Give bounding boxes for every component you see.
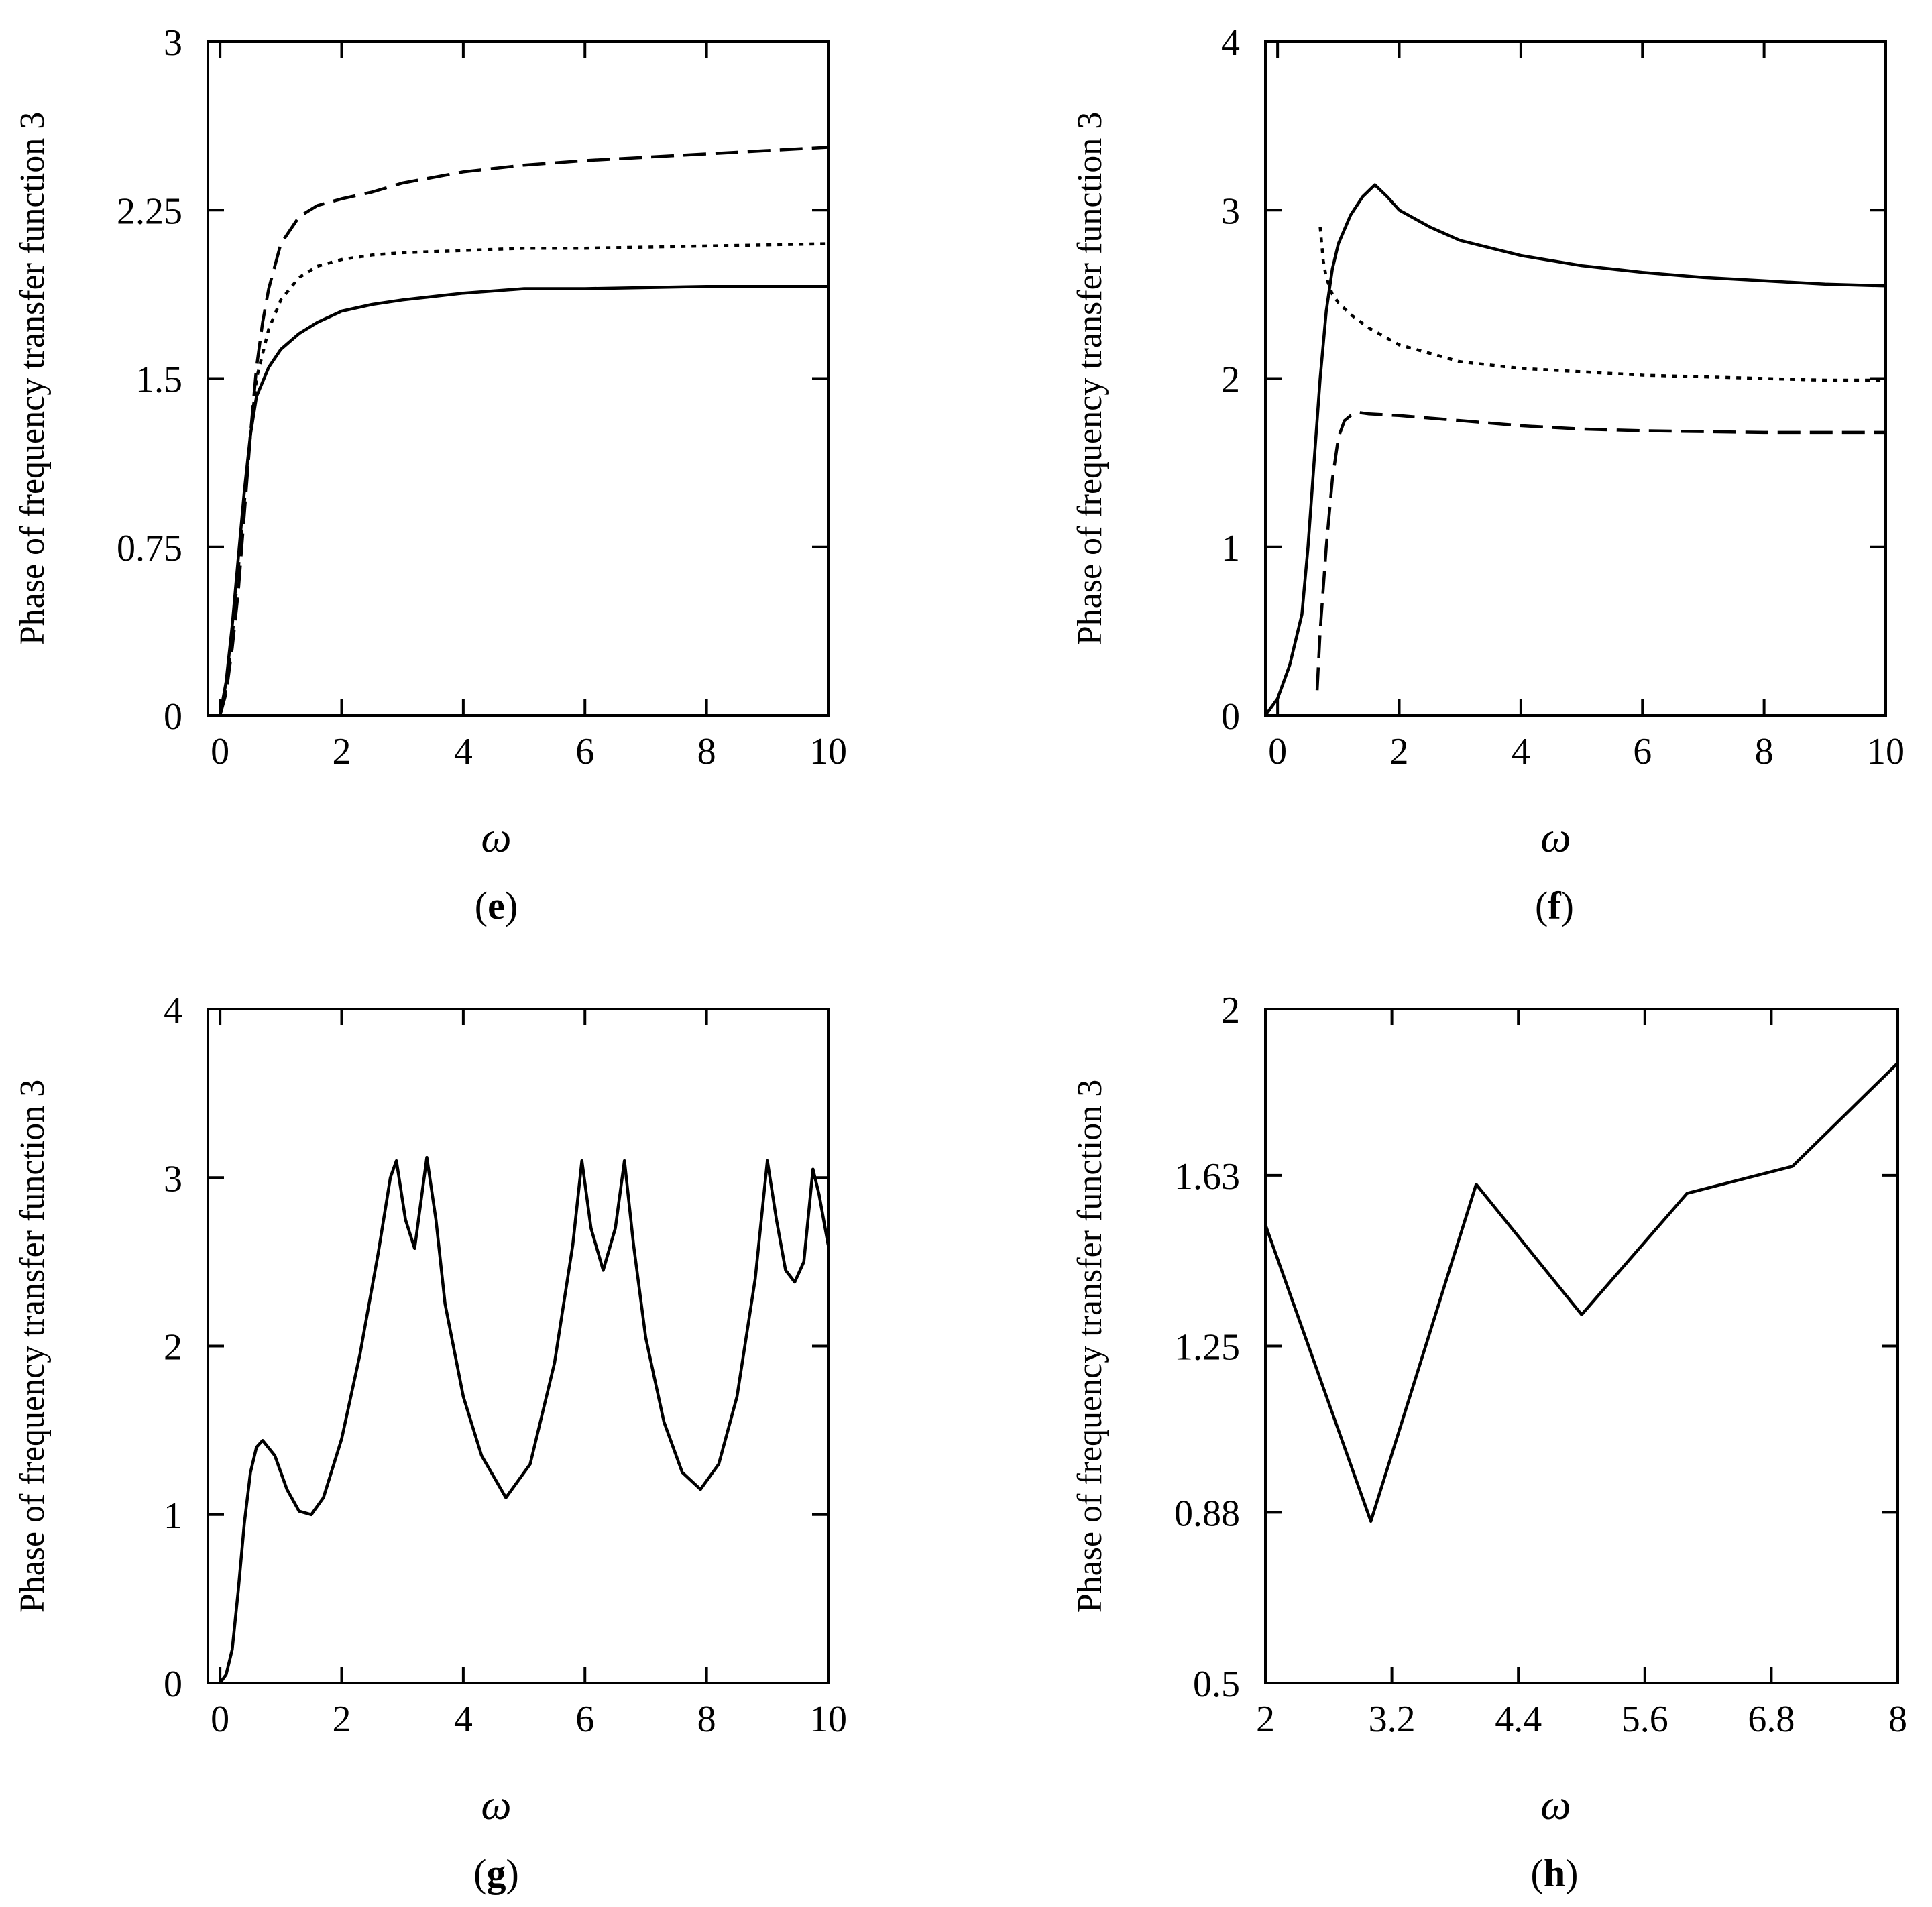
x-tick-label: 3.2 xyxy=(1369,1698,1416,1740)
y-tick-label: 1.63 xyxy=(1174,1156,1240,1198)
series-line-solid xyxy=(1263,1061,1899,1523)
y-tick-label: 1.25 xyxy=(1174,1327,1240,1369)
y-tick-label: 2 xyxy=(1221,359,1240,401)
y-tick-label: 0 xyxy=(164,1664,182,1705)
series-line-solid xyxy=(1264,183,1886,717)
panel-label: (h) xyxy=(1531,1851,1579,1895)
x-tick-label: 0 xyxy=(211,1698,229,1740)
x-tick-label: 10 xyxy=(809,731,847,772)
panel-label: (f) xyxy=(1535,884,1574,927)
x-tick-label: 4 xyxy=(1512,731,1530,772)
x-tick-label: 6 xyxy=(575,1698,594,1740)
x-tick-label: 4 xyxy=(454,731,473,772)
series-line-dashed xyxy=(1315,410,1886,691)
y-axis-label: Phase of frequency transfer function 3 xyxy=(1071,1080,1109,1613)
y-tick-label: 1.5 xyxy=(135,359,182,401)
x-tick-label: 10 xyxy=(1867,731,1905,772)
series-line-solid xyxy=(219,1155,830,1684)
x-axis-label: ω xyxy=(481,813,511,861)
x-tick-label: 6.8 xyxy=(1748,1698,1795,1740)
x-tick-label: 5.6 xyxy=(1622,1698,1668,1740)
panel-label: (e) xyxy=(475,884,518,927)
y-tick-label: 0 xyxy=(1221,696,1240,738)
y-tick-label: 3 xyxy=(164,1158,182,1200)
x-tick-label: 0 xyxy=(1268,731,1287,772)
series-line-dashed xyxy=(218,146,829,716)
x-tick-label: 4 xyxy=(454,1698,473,1740)
ticks-group: 0 1 2 3 4 0 2 4 6 8 10 xyxy=(1221,22,1905,772)
y-tick-label: 4 xyxy=(1221,22,1240,64)
panel-f: 0 1 2 3 4 0 2 4 6 8 10 Phase of frequency transfer… xyxy=(1071,22,1905,927)
x-tick-label: 10 xyxy=(809,1698,847,1740)
y-tick-label: 2 xyxy=(1221,990,1240,1031)
panel-letter: e xyxy=(488,884,505,927)
series-group xyxy=(1264,183,1886,717)
series-line-solid xyxy=(218,284,828,716)
x-tick-label: 6 xyxy=(575,731,594,772)
series-line-dotted xyxy=(1318,227,1886,382)
y-tick-label: 0 xyxy=(164,696,182,738)
y-tick-label: 1 xyxy=(1221,528,1240,569)
y-axis-label: Phase of frequency transfer function 3 xyxy=(13,1080,52,1613)
ticks-group: 0.5 0.88 1.25 1.63 2 2 3.2 4.4 5.6 6.8 8 xyxy=(1174,990,1907,1740)
plot-frame xyxy=(1264,1008,1899,1684)
plot-frame xyxy=(207,1008,830,1684)
y-tick-label: 0.75 xyxy=(117,528,182,569)
plot-frame xyxy=(207,40,830,717)
y-tick-label: 0.88 xyxy=(1174,1493,1240,1534)
ticks-group: 0 1 2 3 4 0 2 4 6 8 10 xyxy=(164,990,847,1740)
y-tick-label: 3 xyxy=(1221,190,1240,232)
x-axis-label: ω xyxy=(481,1781,511,1829)
x-axis-label: ω xyxy=(1540,1781,1571,1829)
x-tick-label: 2 xyxy=(333,731,351,772)
y-tick-label: 4 xyxy=(164,990,182,1031)
panel-letter: f xyxy=(1548,884,1561,927)
series-group xyxy=(219,1155,830,1684)
panel-letter: h xyxy=(1544,1851,1565,1895)
y-axis-label: Phase of frequency transfer function 3 xyxy=(13,112,52,646)
series-line-dotted xyxy=(218,242,829,716)
panel-g: 0 1 2 3 4 0 2 4 6 8 10 Phase of frequency transfer… xyxy=(13,990,847,1895)
x-tick-label: 0 xyxy=(211,731,229,772)
x-tick-label: 8 xyxy=(697,1698,716,1740)
y-tick-label: 3 xyxy=(164,22,182,64)
series-group xyxy=(1263,1061,1899,1523)
x-axis-label: ω xyxy=(1540,813,1571,861)
series-group xyxy=(218,146,829,716)
y-tick-label: 2.25 xyxy=(117,190,182,232)
x-tick-label: 8 xyxy=(1888,1698,1907,1740)
panel-label: (g) xyxy=(473,1851,519,1895)
x-tick-label: 2 xyxy=(1256,1698,1275,1740)
x-tick-label: 6 xyxy=(1633,731,1652,772)
y-tick-label: 1 xyxy=(164,1495,182,1537)
x-tick-label: 8 xyxy=(1755,731,1774,772)
ticks-group: 0 0.75 1.5 2.25 3 0 2 4 6 8 10 xyxy=(117,22,847,772)
y-tick-label: 0.5 xyxy=(1193,1664,1240,1705)
panel-h: 0.5 0.88 1.25 1.63 2 2 3.2 4.4 5.6 6.8 8 Phase of … xyxy=(1071,990,1907,1895)
x-tick-label: 2 xyxy=(1390,731,1409,772)
x-tick-label: 8 xyxy=(697,731,716,772)
y-tick-label: 2 xyxy=(164,1327,182,1369)
x-tick-label: 2 xyxy=(333,1698,351,1740)
panel-letter: g xyxy=(487,1851,506,1895)
panel-e: 0 0.75 1.5 2.25 3 0 2 4 6 8 10 Phase of frequency … xyxy=(13,22,847,927)
x-tick-label: 4.4 xyxy=(1495,1698,1542,1740)
y-axis-label: Phase of frequency transfer function 3 xyxy=(1071,112,1109,646)
